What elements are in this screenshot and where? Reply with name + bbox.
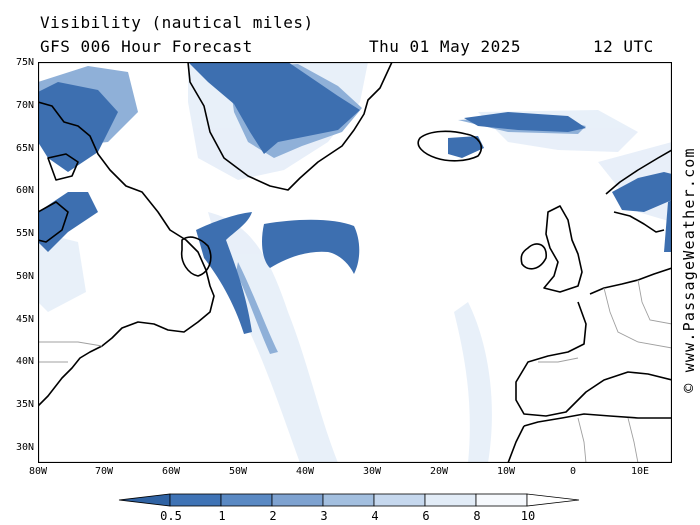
country-borders	[38, 279, 672, 463]
lat-label-70n: 70N	[15, 100, 34, 111]
colorbar-segment	[169, 493, 222, 507]
legend-label: 6	[422, 509, 430, 523]
lon-label-0: 0	[569, 466, 577, 477]
map-frame	[38, 62, 672, 463]
lon-label-70w: 70W	[94, 466, 114, 477]
forecast-date: Thu 01 May 2025	[369, 37, 521, 56]
map-canvas	[38, 62, 672, 463]
colorbar-arrow-low	[118, 493, 171, 507]
visibility-colorbar	[118, 493, 580, 507]
legend-label: 8	[473, 509, 481, 523]
credit-text: © www.PassageWeather.com	[680, 147, 698, 393]
colorbar-segment	[424, 493, 477, 507]
lat-label-40n: 40N	[15, 356, 34, 367]
lat-label-35n: 35N	[15, 399, 34, 410]
lat-label-65n: 65N	[15, 143, 34, 154]
legend-label: 10	[520, 509, 536, 523]
legend-label: 1	[218, 509, 226, 523]
map-title: Visibility (nautical miles)	[40, 13, 314, 32]
lat-label-50n: 50N	[15, 271, 34, 282]
low-visibility-layer	[38, 62, 672, 334]
lat-label-60n: 60N	[15, 185, 34, 196]
lon-label-30w: 30W	[362, 466, 382, 477]
forecast-subtitle: GFS 006 Hour Forecast	[40, 37, 253, 56]
lat-label-55n: 55N	[15, 228, 34, 239]
legend-label: 0.5	[160, 509, 182, 523]
legend-label: 4	[371, 509, 379, 523]
lon-label-20w: 20W	[429, 466, 449, 477]
lon-label-80w: 80W	[28, 466, 48, 477]
colorbar-segment	[322, 493, 375, 507]
lat-label-45n: 45N	[15, 314, 34, 325]
lon-label-10w: 10W	[496, 466, 516, 477]
lat-label-75n: 75N	[15, 57, 34, 68]
coastlines	[38, 62, 672, 463]
colorbar-arrow-high	[526, 493, 580, 507]
lon-label-40w: 40W	[295, 466, 315, 477]
legend-label: 2	[269, 509, 277, 523]
lon-label-60w: 60W	[161, 466, 181, 477]
visibility-map	[38, 62, 672, 463]
lon-label-50w: 50W	[228, 466, 248, 477]
lat-label-30n: 30N	[15, 442, 34, 453]
colorbar-segment	[373, 493, 426, 507]
lon-label-10e: 10E	[630, 466, 650, 477]
forecast-time: 12 UTC	[593, 37, 654, 56]
colorbar-segment	[220, 493, 273, 507]
colorbar-segment	[271, 493, 324, 507]
legend-label: 3	[320, 509, 328, 523]
colorbar-segment	[475, 493, 528, 507]
